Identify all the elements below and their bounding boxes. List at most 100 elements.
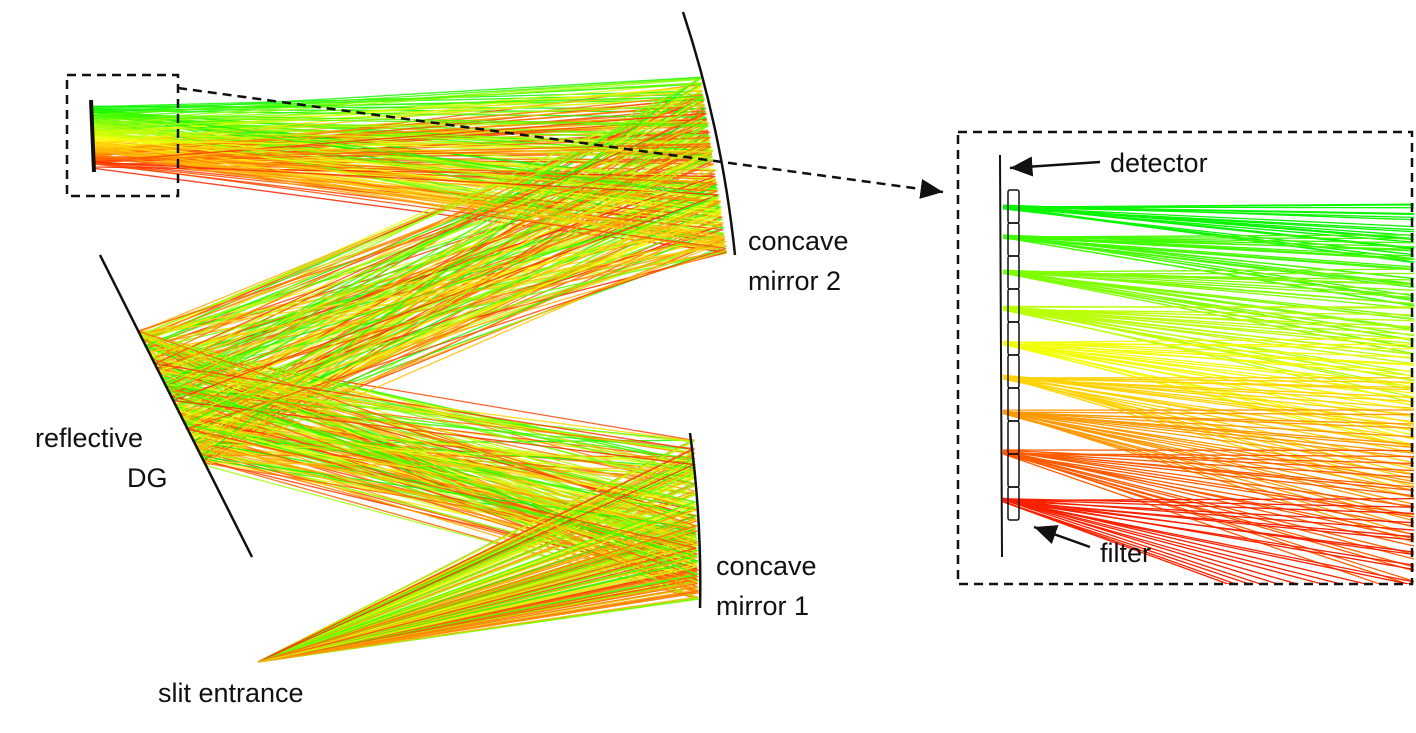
inset-ray: [1002, 234, 1414, 285]
label-grating: reflective: [35, 423, 143, 453]
inset-ray: [1002, 343, 1414, 449]
label-mirror-1: concave: [716, 551, 817, 581]
inset-ray: [1002, 270, 1414, 296]
inset-ray: [1002, 307, 1414, 404]
inset-ray: [1002, 374, 1414, 427]
inset-ray: [1002, 234, 1414, 297]
inset-ray: [1002, 375, 1414, 431]
inset-ray: [1002, 234, 1414, 238]
label-detector: detector: [1110, 148, 1208, 178]
inset-detector: [999, 154, 1003, 558]
inset-ray: [1002, 375, 1414, 448]
inset-ray: [1002, 306, 1414, 349]
label-mirror-2: mirror 2: [748, 266, 841, 296]
inset-ray: [1002, 450, 1414, 508]
inset-ray: [1002, 306, 1414, 391]
filter-arrow: [1033, 525, 1091, 549]
inset-ray: [1002, 500, 1238, 584]
inset-ray: [1002, 498, 1325, 584]
filter-segment: [1007, 288, 1020, 323]
inset-ray: [1002, 411, 1414, 416]
inset-ray: [1002, 452, 1414, 518]
inset-ray: [1002, 450, 1414, 492]
inset-ray: [1002, 308, 1414, 345]
zoom-arrow: [177, 86, 944, 199]
inset-ray: [1002, 340, 1414, 377]
inset-ray: [1002, 501, 1230, 584]
filter-segment: [1007, 486, 1020, 521]
inset-ray: [1002, 412, 1414, 522]
inset-ray: [1002, 342, 1414, 440]
detector-arrow: [1009, 156, 1101, 177]
inset-ray: [1002, 499, 1263, 584]
inset-ray: [1002, 410, 1414, 454]
inset-ray: [1002, 497, 1414, 556]
inset-ray: [1002, 376, 1414, 391]
inset-ray: [1002, 409, 1414, 483]
inset-ray: [1002, 343, 1414, 366]
inset-ray: [1002, 204, 1414, 249]
inset-ray: [1002, 235, 1414, 257]
rays: [92, 76, 729, 663]
inset-ray: [1002, 411, 1414, 438]
inset-ray: [1002, 340, 1414, 365]
inset-ray: [1002, 450, 1414, 540]
detector: [89, 99, 96, 173]
inset-ray: [1002, 337, 1414, 344]
inset-ray: [1002, 236, 1414, 261]
inset-ray: [1002, 272, 1414, 337]
inset-ray: [1002, 234, 1414, 302]
inset-ray: [1002, 450, 1414, 516]
inset-ray: [1002, 498, 1281, 584]
filter-segment: [1007, 321, 1020, 356]
inset-ray: [1002, 305, 1414, 309]
label-mirror-1: mirror 1: [716, 591, 809, 621]
inset-ray: [1002, 497, 1369, 584]
inset-ray: [1002, 374, 1414, 416]
inset-ray: [1002, 452, 1414, 465]
diffraction-grating: [98, 254, 254, 558]
inset-ray: [1002, 411, 1414, 429]
inset-ray: [1002, 269, 1414, 291]
concave-mirror-1: [688, 432, 702, 609]
inset-rays: [1002, 203, 1414, 584]
inset-ray: [1002, 268, 1414, 273]
inset-ray: [1002, 449, 1414, 472]
inset-ray: [1002, 453, 1382, 584]
inset-filter: [1007, 189, 1020, 521]
inset-ray: [1002, 498, 1414, 508]
inset-ray: [1002, 498, 1414, 515]
inset-ray: [1002, 204, 1414, 241]
inset-ray: [1002, 411, 1414, 491]
filter-segment: [1007, 354, 1020, 389]
zoom-box: [65, 73, 180, 198]
inset-ray: [1002, 499, 1414, 566]
inset-ray: [1002, 498, 1414, 531]
concave-mirror-2: [681, 11, 737, 256]
inset-ray: [1002, 451, 1414, 478]
inset-ray: [1002, 497, 1414, 570]
inset-ray: [1002, 451, 1414, 497]
label-filter: filter: [1100, 538, 1151, 568]
inset-ray: [1002, 341, 1414, 350]
inset-ray: [1002, 269, 1414, 310]
label-grating: DG: [127, 463, 168, 493]
inset-ray: [1002, 410, 1414, 467]
inset-ray: [1002, 306, 1414, 331]
filter-segment: [1007, 420, 1020, 455]
inset-ray: [1002, 341, 1414, 400]
inset-ray: [1002, 204, 1414, 221]
inset-ray: [1002, 305, 1414, 377]
inset-ray: [1002, 341, 1414, 358]
inset-ray: [1002, 450, 1414, 547]
inset-ray: [1002, 236, 1414, 307]
label-mirror-2: concave: [748, 226, 849, 256]
inset-ray: [1002, 270, 1414, 331]
inset-ray: [1002, 498, 1344, 584]
inset-ray: [1002, 501, 1252, 584]
inset-ray: [1002, 306, 1414, 356]
label-slit: slit entrance: [158, 678, 304, 708]
inset-box: [956, 130, 1414, 586]
